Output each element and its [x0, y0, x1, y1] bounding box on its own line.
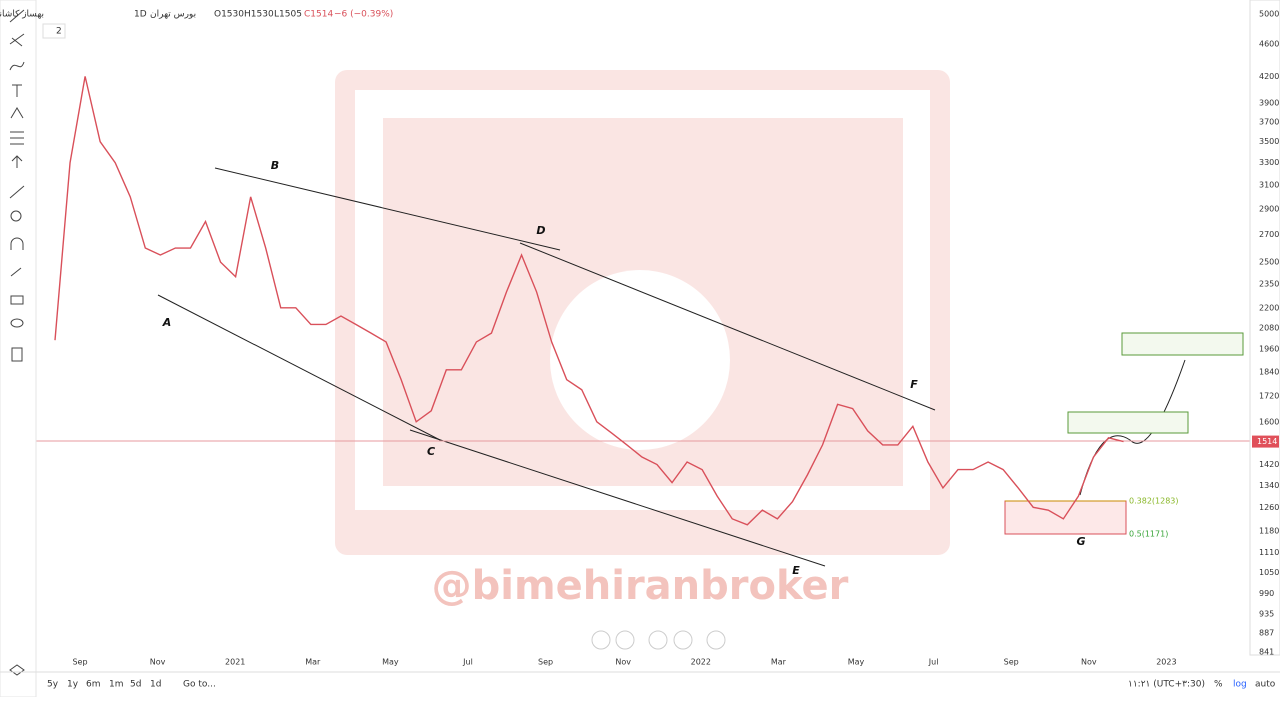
change: −6 (−0.39%)	[334, 10, 393, 20]
wave-label: B	[271, 159, 279, 172]
x-tick-label: Sep	[538, 658, 553, 667]
x-tick-label: May	[382, 658, 399, 667]
y-tick-label: 1840	[1259, 367, 1279, 376]
y-tick-label: 1600	[1259, 417, 1279, 426]
y-tick-label: 5000	[1259, 10, 1279, 19]
ohlc-open: O1530	[214, 10, 244, 20]
percent-toggle[interactable]: %	[1214, 680, 1223, 690]
symbol: بهساز کاشانه تهران	[0, 10, 44, 20]
x-tick-label: Jul	[462, 658, 473, 667]
y-tick-label: 2200	[1259, 303, 1279, 312]
wave-label: G	[1076, 535, 1085, 548]
x-tick-label: Nov	[615, 658, 631, 667]
y-tick-label: 2700	[1259, 230, 1279, 239]
ohlc-high: H1530	[244, 10, 274, 20]
x-tick-label: Jul	[928, 658, 939, 667]
x-tick-label: Mar	[771, 658, 787, 667]
price-line	[54, 76, 1124, 526]
range-button[interactable]: 1y	[67, 680, 79, 690]
wave-label: E	[792, 564, 800, 577]
wave-label: F	[910, 378, 918, 391]
goto[interactable]: Go to...	[183, 680, 216, 690]
nav-buttons[interactable]	[591, 630, 726, 650]
y-tick-label: 3500	[1259, 137, 1279, 146]
y-tick-label: 4200	[1259, 72, 1279, 81]
wave-label: A	[162, 316, 172, 329]
indicator-count[interactable]: 2	[56, 27, 62, 37]
range-button[interactable]: 6m	[86, 680, 101, 690]
y-tick-label: 1050	[1259, 568, 1279, 577]
log-toggle[interactable]: log	[1233, 680, 1247, 690]
y-tick-label: 990	[1259, 589, 1274, 598]
toolbar-icons[interactable]	[9, 9, 25, 676]
y-tick-label: 1340	[1259, 481, 1279, 490]
x-tick-label: Sep	[1004, 658, 1019, 667]
y-tick-label: 1260	[1259, 503, 1279, 512]
range-button[interactable]: 5y	[47, 680, 59, 690]
plot-area	[36, 0, 1250, 655]
watermark: @bimehiranbroker	[432, 563, 849, 609]
fib-label: 0.5(1171)	[1129, 530, 1168, 539]
ohlc-close: C1514	[304, 10, 333, 20]
y-tick-label: 1720	[1259, 391, 1279, 400]
interval: 1D	[134, 10, 147, 20]
range-button[interactable]: 1d	[150, 680, 161, 690]
y-tick-label: 1110	[1259, 548, 1279, 557]
watermark-logo	[335, 70, 950, 555]
x-tick-label: Sep	[72, 658, 87, 667]
range-button[interactable]: 5d	[130, 680, 141, 690]
target-box	[1067, 411, 1189, 434]
y-tick-label: 2080	[1259, 323, 1279, 332]
y-tick-label: 2500	[1259, 258, 1279, 267]
auto-toggle[interactable]: auto	[1255, 680, 1276, 690]
exchange: بورس تهران	[150, 10, 196, 20]
target-box	[1121, 332, 1244, 356]
clock: ۱۱:۲۱ (UTC+۳:30)	[1128, 680, 1205, 690]
y-tick-label: 3700	[1259, 117, 1279, 126]
y-tick-label: 2900	[1259, 204, 1279, 213]
y-tick-label: 1420	[1259, 460, 1279, 469]
x-tick-label: Nov	[150, 658, 166, 667]
y-tick-label: 841	[1259, 648, 1274, 657]
wave-label: D	[536, 224, 545, 237]
x-tick-label: 2023	[1156, 658, 1176, 667]
range-button[interactable]: 1m	[109, 680, 124, 690]
support-box	[1004, 500, 1127, 535]
x-tick-label: Nov	[1081, 658, 1097, 667]
y-tick-label: 3900	[1259, 98, 1279, 107]
indicator-toggle[interactable]	[42, 23, 66, 39]
last-price-tag	[1252, 435, 1279, 448]
fib-label: 0.382(1283)	[1129, 497, 1179, 506]
x-tick-label: Mar	[305, 658, 321, 667]
y-tick-label: 3100	[1259, 181, 1279, 190]
y-tick-label: 1960	[1259, 345, 1279, 354]
x-tick-label: 2022	[691, 658, 711, 667]
ohlc-low: L1505	[274, 10, 302, 20]
price-axis	[1249, 0, 1280, 656]
y-tick-label: 887	[1259, 628, 1274, 637]
y-tick-label: 935	[1259, 610, 1274, 619]
y-tick-label: 2350	[1259, 280, 1279, 289]
x-tick-label: 2021	[225, 658, 245, 667]
y-tick-label: 1180	[1259, 526, 1279, 535]
x-tick-label: May	[848, 658, 865, 667]
y-tick-label: 3300	[1259, 158, 1279, 167]
y-tick-label: 4600	[1259, 39, 1279, 48]
last-price: 1514	[1257, 437, 1277, 446]
wave-label: C	[427, 445, 435, 458]
